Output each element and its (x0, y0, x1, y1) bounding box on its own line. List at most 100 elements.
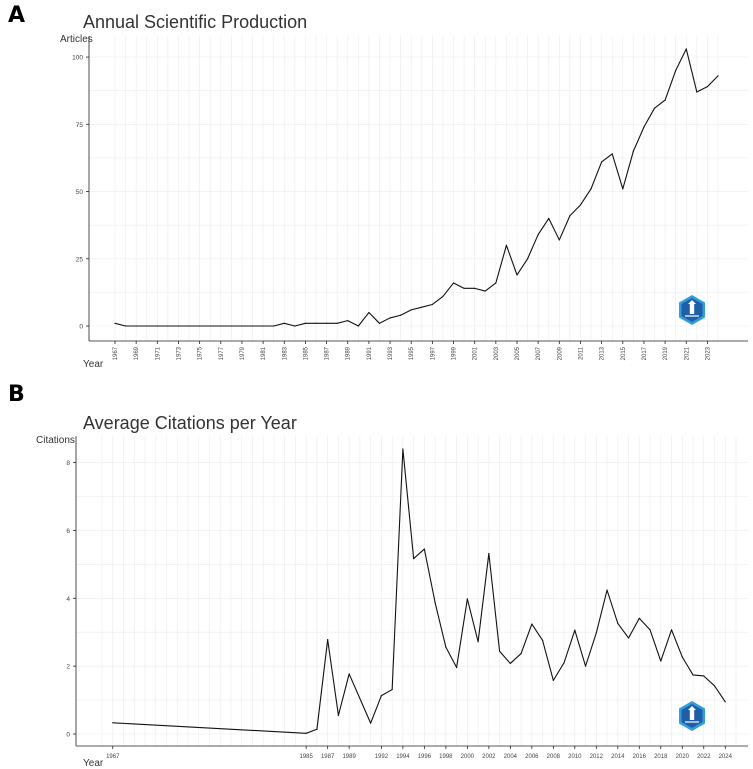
chart-a-data-point (124, 325, 127, 327)
chart-a-data-point (431, 303, 433, 306)
chart-a-data-point (685, 48, 687, 50)
chart-b-xtick-label: 2014 (611, 754, 625, 760)
chart-a-xtick-label: 1993 (388, 346, 394, 360)
chart-b-data-point (660, 660, 662, 662)
chart-b-grid (76, 436, 748, 746)
chart-a-data-point (209, 325, 211, 327)
chart-a-data-point (400, 314, 402, 316)
chart-b-xtick-label: 1992 (375, 754, 389, 760)
chart-b-data-point (617, 622, 619, 624)
chart-a-xtick-label: 1979 (240, 346, 246, 360)
chart-a-data-point (230, 325, 232, 327)
chart-a-data-point (664, 99, 666, 101)
chart-a-data-point (537, 233, 539, 236)
chart-a-xtick-label: 1999 (452, 346, 458, 360)
chart-a-data-point (569, 215, 571, 217)
chart-a-data-point (294, 325, 296, 327)
chart-a-xtick-label: 2013 (600, 346, 606, 360)
chart-a-series-line (114, 48, 719, 327)
chart-a-grid (89, 36, 748, 341)
chart-b-xtick-label: 1996 (418, 754, 432, 760)
chart-b-data-point (456, 666, 458, 669)
chart-a-data-point (177, 325, 180, 327)
chart-a-data-point (601, 161, 603, 163)
chart-a-xtick-label: 2011 (578, 346, 584, 360)
chart-b-data-point (713, 685, 716, 687)
chart-b-data-point (552, 679, 554, 681)
chart-b-data-point (445, 646, 447, 648)
chart-a-data-point (273, 325, 275, 327)
chart-b-data-point (627, 637, 630, 639)
chart-a-xtick-label: 1981 (261, 346, 267, 360)
chart-b-xtick-label: 2008 (547, 754, 561, 760)
chart-b-data-point (477, 641, 479, 643)
chart-a-xtick-label: 1967 (113, 346, 119, 360)
chart-b-data-point (112, 722, 114, 724)
chart-b-xtick-label: 2016 (633, 754, 647, 760)
chart-a-xtick-label: 1977 (219, 346, 225, 360)
panel-a-letter: A (8, 3, 26, 28)
chart-a-data-point (558, 239, 560, 241)
chart-a-ytick-label: 50 (76, 189, 84, 196)
chart-a-data-point (632, 150, 634, 152)
chart-a-data-point (442, 295, 444, 298)
chart-a-xtick-label: 1973 (176, 346, 182, 360)
chart-a-data-point (251, 325, 254, 327)
chart-b-title: Average Citations per Year (83, 413, 297, 433)
chart-a-data-point (167, 325, 169, 327)
chart-a-xtick-label: 2009 (557, 346, 563, 360)
chart-b-data-point (370, 722, 372, 724)
chart-b-xtick-label: 1967 (106, 754, 120, 760)
chart-a-data-point (717, 75, 719, 77)
chart-a-data-point (463, 287, 465, 289)
chart-a-data-point (262, 325, 264, 327)
chart-b-xtick-label: 2004 (504, 754, 518, 760)
chart-b-xtick-label: 2022 (697, 754, 711, 760)
chart-a-data-point (315, 322, 317, 324)
chart-b-ytick-label: 4 (66, 596, 70, 603)
chart-b-xlabel: Year (83, 758, 104, 769)
chart-b-data-point (563, 662, 565, 664)
chart-b-data-point (509, 662, 511, 665)
chart-a-xtick-label: 1975 (198, 346, 204, 360)
chart-a-xtick-label: 1983 (282, 346, 288, 360)
chart-a-xtick-label: 1997 (430, 346, 436, 360)
chart-a-data-point (325, 322, 328, 324)
chart-a-data-point (410, 309, 412, 311)
chart-a-ytick-label: 100 (72, 55, 83, 62)
chart-a-data-point (643, 126, 645, 128)
chart-a-data-point (452, 282, 455, 284)
chart-b-data-point (305, 732, 307, 734)
chart-a-data-point (622, 188, 624, 190)
chart-b-data-point (670, 629, 673, 631)
chart-b-data-point (348, 673, 350, 675)
chart-b-data-point (638, 617, 640, 619)
chart-a-xtick-label: 2023 (705, 346, 711, 360)
chart-b-data-point (402, 448, 404, 450)
chart-a-data-point (696, 91, 698, 93)
chart-b-ylabel: Citations (36, 435, 75, 446)
chart-b-ytick-label: 6 (66, 528, 70, 535)
chart-b-data-point (724, 701, 726, 703)
chart-a-ytick-label: 0 (79, 324, 83, 331)
chart-a-title: Annual Scientific Production (83, 12, 308, 32)
chart-a-data-point (336, 322, 338, 324)
chart-a-xtick-label: 1969 (134, 346, 140, 360)
chart-a-xtick-label: 1985 (303, 346, 309, 360)
chart-b-data-point (391, 688, 393, 691)
chart-a-xtick-label: 2015 (621, 346, 627, 360)
chart-b-xtick-label: 2006 (525, 754, 539, 760)
chart-b-xtick-label: 2012 (590, 754, 604, 760)
chart-b-data-point (531, 623, 533, 625)
chart-a-data-point (495, 282, 497, 284)
chart-a-data-point (241, 325, 243, 327)
chart-b-xtick-label: 2000 (461, 754, 475, 760)
chart-a-xlabel: Year (83, 359, 104, 370)
chart-a-xtick-label: 1971 (155, 346, 161, 360)
chart-a-xtick-label: 2001 (473, 346, 479, 360)
chart-a-data-point (611, 153, 613, 155)
chart-a-data-point (389, 317, 391, 319)
chart-b-data-point (595, 632, 597, 634)
chart-b-data-point (681, 656, 683, 658)
chart-a-data-point (199, 325, 201, 327)
